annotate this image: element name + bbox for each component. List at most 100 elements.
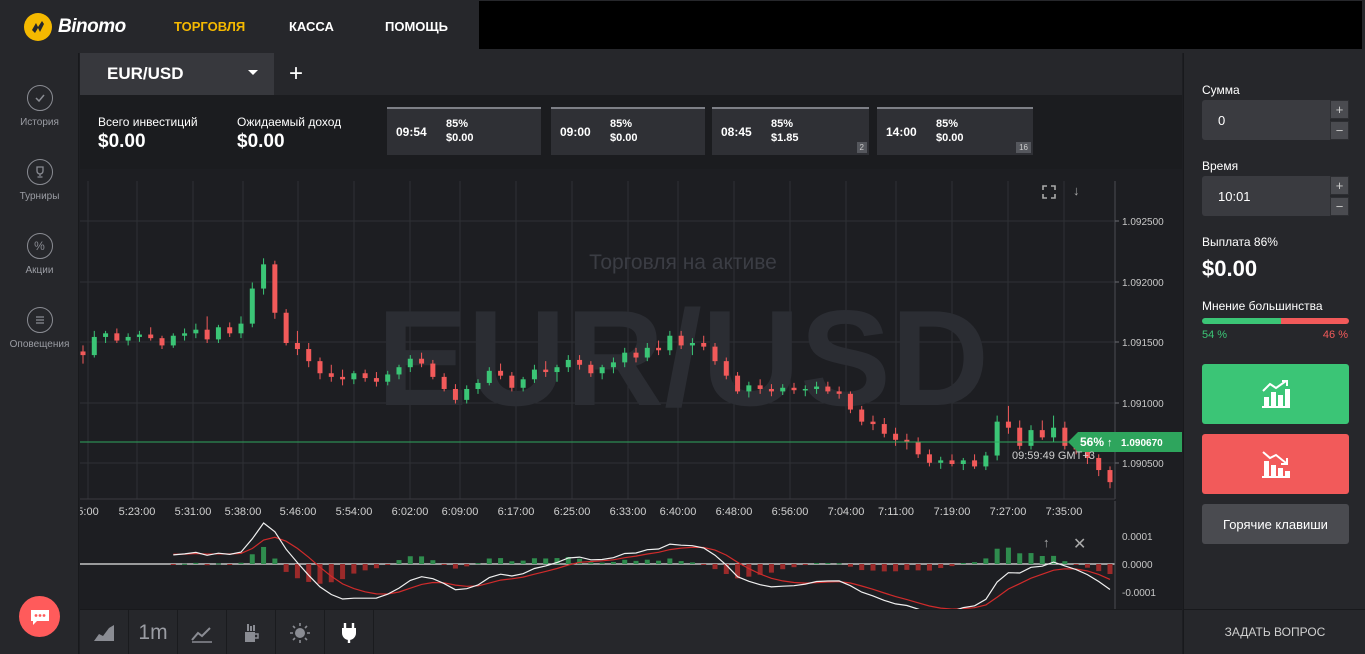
indicator-tick-label: 0.0001	[1122, 532, 1153, 543]
deal-card[interactable]: 09:00 85% $0.00	[551, 107, 705, 155]
trade-down-button[interactable]	[1202, 434, 1349, 494]
expected-income: Ожидаемый доход $0.00	[237, 115, 341, 153]
chart-down-icon	[1261, 451, 1290, 478]
nav-help[interactable]: ПОМОЩЬ	[385, 19, 448, 34]
histogram-bar	[373, 564, 379, 569]
candle	[983, 451, 989, 471]
time-tick-label: 6:48:00	[716, 506, 753, 518]
candle	[847, 391, 853, 414]
current-price: 1.090670	[1121, 438, 1163, 449]
candle-body	[1039, 430, 1045, 438]
theme-button[interactable]	[276, 610, 325, 654]
candle-body	[893, 433, 899, 440]
time-tick-label: 5:54:00	[336, 506, 373, 518]
time-tick-label: 6:33:00	[610, 506, 647, 518]
deal-count-badge: 2	[856, 142, 867, 153]
signal-line	[173, 536, 1111, 609]
chart-type-button[interactable]	[80, 610, 129, 654]
deal-card[interactable]: 09:54 85% $0.00	[387, 107, 541, 155]
drawing-tools-button[interactable]	[227, 610, 276, 654]
candle-body	[791, 387, 797, 391]
amount-increase-button[interactable]: +	[1330, 100, 1349, 119]
nav-trade[interactable]: ТОРГОВЛЯ	[174, 19, 246, 34]
trend-line-icon	[191, 626, 212, 643]
candle	[441, 373, 447, 392]
candle-body	[396, 367, 402, 375]
candle	[283, 309, 289, 346]
candle-body	[531, 369, 537, 380]
sidebar-item-history[interactable]: История	[0, 85, 79, 128]
amount-input[interactable]: 0	[1202, 100, 1330, 140]
histogram-bar	[182, 563, 188, 565]
indicator-up-icon[interactable]: ↑	[1043, 535, 1050, 550]
histogram-bar	[915, 564, 921, 571]
connection-button[interactable]	[325, 610, 374, 654]
sidebar-item-notifications[interactable]: Оповещения	[0, 307, 79, 350]
add-asset-button[interactable]: +	[288, 60, 303, 87]
candle-body	[114, 333, 120, 341]
fullscreen-icon[interactable]	[1042, 185, 1056, 202]
ask-question-button[interactable]: ЗАДАТЬ ВОПРОС	[1184, 609, 1365, 654]
candle-body	[543, 369, 549, 373]
deal-percent: 85%	[610, 118, 633, 130]
time-tick-label: 5:23:00	[119, 506, 156, 518]
candle-body	[712, 346, 718, 362]
candle	[306, 343, 312, 368]
deal-amount: $0.00	[610, 132, 638, 144]
candle	[351, 370, 357, 385]
histogram-bar	[599, 562, 605, 564]
deal-card[interactable]: 08:45 85% $1.85 2	[712, 107, 869, 155]
histogram-bar	[656, 560, 662, 564]
candle	[588, 361, 594, 377]
notification-list-icon	[26, 307, 53, 333]
timeframe-button[interactable]: 1m	[129, 610, 178, 654]
chat-support-button[interactable]	[19, 596, 60, 637]
histogram-bar	[385, 564, 391, 565]
candle-body	[870, 421, 876, 425]
logo[interactable]: Binomo	[24, 13, 126, 41]
indicators-button[interactable]	[178, 610, 227, 654]
histogram-bar	[193, 562, 199, 564]
candle	[938, 456, 944, 469]
candle-body	[701, 343, 707, 347]
candle-body	[983, 455, 989, 467]
candle	[464, 385, 470, 404]
histogram-bar	[1005, 547, 1011, 564]
candle-body	[1084, 449, 1090, 458]
time-label: Время	[1202, 159, 1239, 173]
candle-body	[340, 376, 346, 380]
candle	[622, 347, 628, 368]
histogram-bar	[847, 564, 853, 567]
candle-body	[768, 388, 774, 392]
hotkeys-button[interactable]: Горячие клавиши	[1202, 504, 1349, 544]
time-input[interactable]: 10:01	[1202, 176, 1330, 216]
histogram-bar	[825, 562, 831, 564]
trade-up-button[interactable]	[1202, 364, 1349, 424]
candle-body	[136, 334, 142, 337]
candle	[678, 330, 684, 350]
histogram-bar	[780, 564, 786, 570]
sidebar-item-label: Турниры	[19, 191, 60, 202]
deal-card[interactable]: 14:00 85% $0.00 16	[877, 107, 1033, 155]
sidebar-item-promotions[interactable]: % Акции	[0, 233, 79, 276]
deal-percent: 85%	[936, 118, 959, 130]
deal-count-badge: 16	[1016, 142, 1031, 153]
candle-body	[182, 333, 188, 336]
nav-cashier[interactable]: КАССА	[289, 19, 334, 34]
price-chart[interactable]: Торговля на активе EUR/USD 1.092500 1.092…	[80, 169, 1182, 609]
candle	[509, 372, 515, 392]
amount-decrease-button[interactable]: −	[1330, 121, 1349, 140]
time-decrease-button[interactable]: −	[1330, 197, 1349, 216]
candle	[261, 258, 267, 295]
sidebar-item-tournaments[interactable]: Турниры	[0, 159, 79, 202]
candle-body	[452, 388, 458, 400]
histogram-bar	[814, 562, 820, 564]
payout-value: $0.00	[1202, 256, 1258, 281]
histogram-bar	[836, 563, 842, 565]
candle	[859, 405, 865, 426]
indicator-close-icon[interactable]: ✕	[1073, 536, 1087, 553]
asset-selector[interactable]: EUR/USD	[80, 53, 274, 95]
time-increase-button[interactable]: +	[1330, 176, 1349, 195]
price-axis: 1.092500 1.092000 1.091500 1.091000 1.090500	[1115, 217, 1164, 470]
scroll-down-icon[interactable]: ↓	[1073, 183, 1080, 198]
